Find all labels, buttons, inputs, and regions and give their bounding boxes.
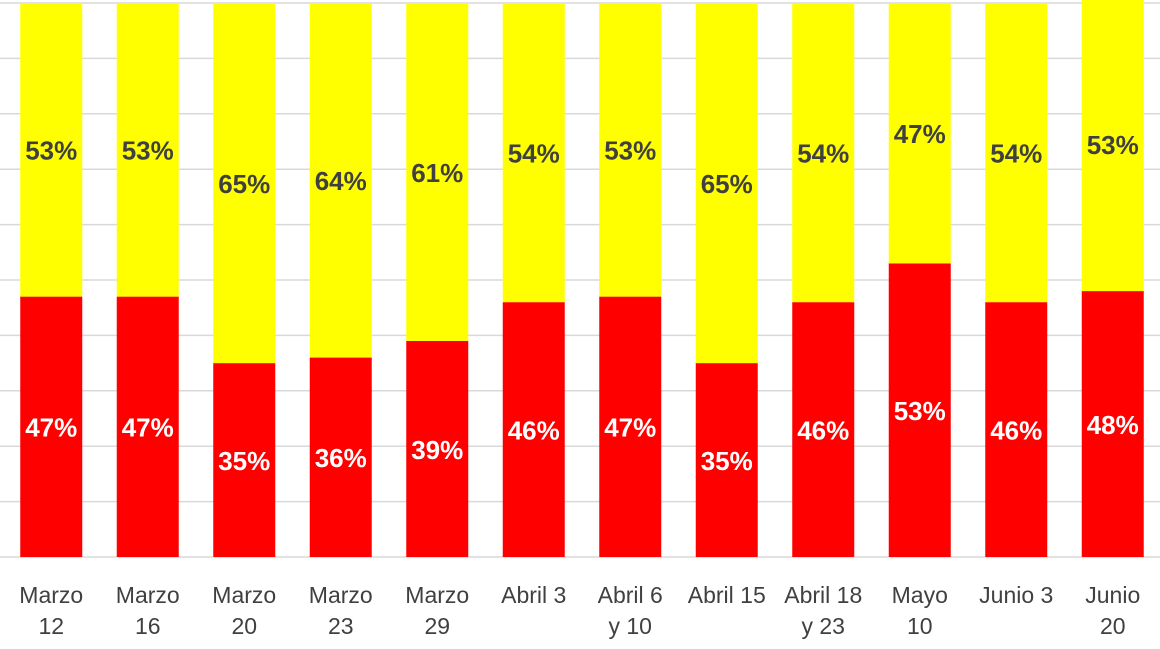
bar-segment — [599, 3, 662, 297]
data-label: 47% — [894, 119, 946, 149]
bar-segment — [792, 302, 855, 557]
bar-segment — [695, 3, 758, 364]
x-tick-label: Marzo 29 — [405, 582, 470, 639]
bar-segment — [116, 3, 179, 297]
data-label: 39% — [411, 435, 463, 465]
data-label: 61% — [411, 158, 463, 188]
data-label: 47% — [604, 413, 656, 443]
x-tick-label: Abril 18 y 23 — [784, 582, 863, 639]
bar-segment — [695, 363, 758, 557]
data-label: 35% — [701, 446, 753, 476]
bar-segment — [1081, 0, 1144, 292]
bar-segment — [502, 3, 565, 303]
data-label: 48% — [1087, 410, 1139, 440]
bar-segment — [792, 3, 855, 303]
bar-segment — [213, 3, 276, 364]
x-tick-label: Junio 20 — [1085, 582, 1141, 639]
bar-segment — [406, 3, 469, 341]
data-label: 46% — [508, 415, 560, 445]
data-label: 65% — [701, 169, 753, 199]
bar-segment — [599, 296, 662, 557]
x-tick-label: Abril 6 y 10 — [597, 582, 663, 639]
data-label: 65% — [218, 169, 270, 199]
data-label: 46% — [990, 415, 1042, 445]
bar-segment — [309, 3, 372, 358]
data-label: 35% — [218, 446, 270, 476]
x-tick-label: Abril 3 — [501, 582, 567, 608]
bar-segment — [502, 302, 565, 557]
bar-segment — [20, 296, 83, 557]
data-label: 36% — [315, 443, 367, 473]
x-tick-label: Marzo 12 — [19, 582, 84, 639]
bar-segment — [985, 3, 1048, 303]
bar-segment — [116, 296, 179, 557]
data-label: 54% — [797, 138, 849, 168]
data-label: 54% — [990, 138, 1042, 168]
x-tick-label: Junio 3 — [979, 582, 1054, 608]
bar-segment — [406, 340, 469, 557]
x-tick-label: Abril 15 — [687, 582, 766, 608]
data-label: 47% — [25, 413, 77, 443]
bar-segment — [888, 3, 951, 264]
data-label: 53% — [1087, 130, 1139, 160]
x-tick-label: Marzo 16 — [115, 582, 180, 639]
bar-segment — [309, 357, 372, 557]
data-label: 53% — [122, 136, 174, 166]
x-tick-label: Marzo 20 — [212, 582, 277, 639]
bar-segment — [985, 302, 1048, 557]
x-tick-label: Marzo 23 — [308, 582, 373, 639]
data-label: 47% — [122, 413, 174, 443]
data-label: 53% — [25, 136, 77, 166]
bar-segment — [20, 3, 83, 297]
bar-segment — [1081, 291, 1144, 557]
x-tick-label: Mayo 10 — [891, 582, 948, 639]
data-label: 53% — [604, 136, 656, 166]
data-label: 54% — [508, 138, 560, 168]
bar-segment — [213, 363, 276, 557]
data-label: 64% — [315, 166, 367, 196]
data-label: 46% — [797, 415, 849, 445]
bar-segment — [888, 263, 951, 557]
data-label: 53% — [894, 396, 946, 426]
